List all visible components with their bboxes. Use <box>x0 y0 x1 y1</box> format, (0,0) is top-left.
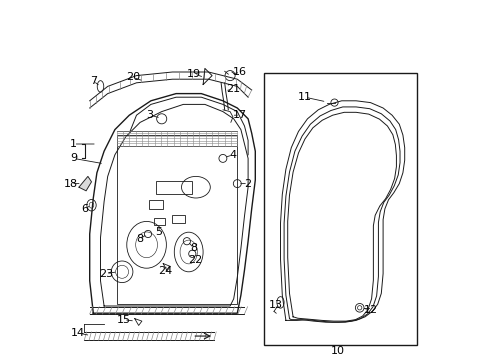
Text: 16: 16 <box>233 67 246 77</box>
Text: 24: 24 <box>158 266 172 276</box>
Bar <box>117 135 237 304</box>
Polygon shape <box>79 176 91 191</box>
Text: 8: 8 <box>136 234 142 244</box>
Text: 20: 20 <box>125 72 140 82</box>
Text: 21: 21 <box>225 84 240 94</box>
Text: 2: 2 <box>244 179 251 189</box>
Bar <box>264 73 416 345</box>
Text: 13: 13 <box>268 300 283 310</box>
Bar <box>172 215 185 223</box>
Text: 11: 11 <box>297 92 311 102</box>
Text: 10: 10 <box>330 346 344 356</box>
Text: 18: 18 <box>64 179 78 189</box>
Text: 22: 22 <box>187 255 202 265</box>
Text: 23: 23 <box>99 269 113 279</box>
Text: 7: 7 <box>90 76 97 86</box>
Text: 14: 14 <box>71 328 85 338</box>
Text: 17: 17 <box>233 110 247 120</box>
Text: 4: 4 <box>229 150 236 160</box>
Text: 19: 19 <box>186 69 201 79</box>
Bar <box>153 218 164 225</box>
Text: 15: 15 <box>117 315 131 325</box>
Bar <box>149 200 163 209</box>
Text: 5: 5 <box>155 227 163 237</box>
Text: 1: 1 <box>70 139 77 149</box>
Text: 3: 3 <box>146 110 153 120</box>
Bar <box>156 181 192 194</box>
Text: 9: 9 <box>70 153 77 163</box>
Text: 6: 6 <box>81 204 88 214</box>
Text: 12: 12 <box>364 305 378 315</box>
Text: 8: 8 <box>190 243 197 253</box>
